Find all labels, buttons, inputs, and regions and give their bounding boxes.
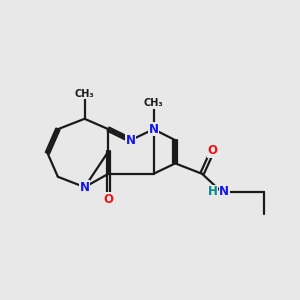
- Text: N: N: [219, 185, 229, 198]
- Text: O: O: [207, 144, 218, 158]
- Text: N: N: [148, 123, 159, 136]
- Text: N: N: [126, 134, 136, 147]
- Text: CH₃: CH₃: [75, 88, 94, 98]
- Text: O: O: [103, 193, 113, 206]
- Text: N: N: [80, 181, 90, 194]
- Text: CH₃: CH₃: [144, 98, 164, 108]
- Text: H: H: [208, 185, 218, 198]
